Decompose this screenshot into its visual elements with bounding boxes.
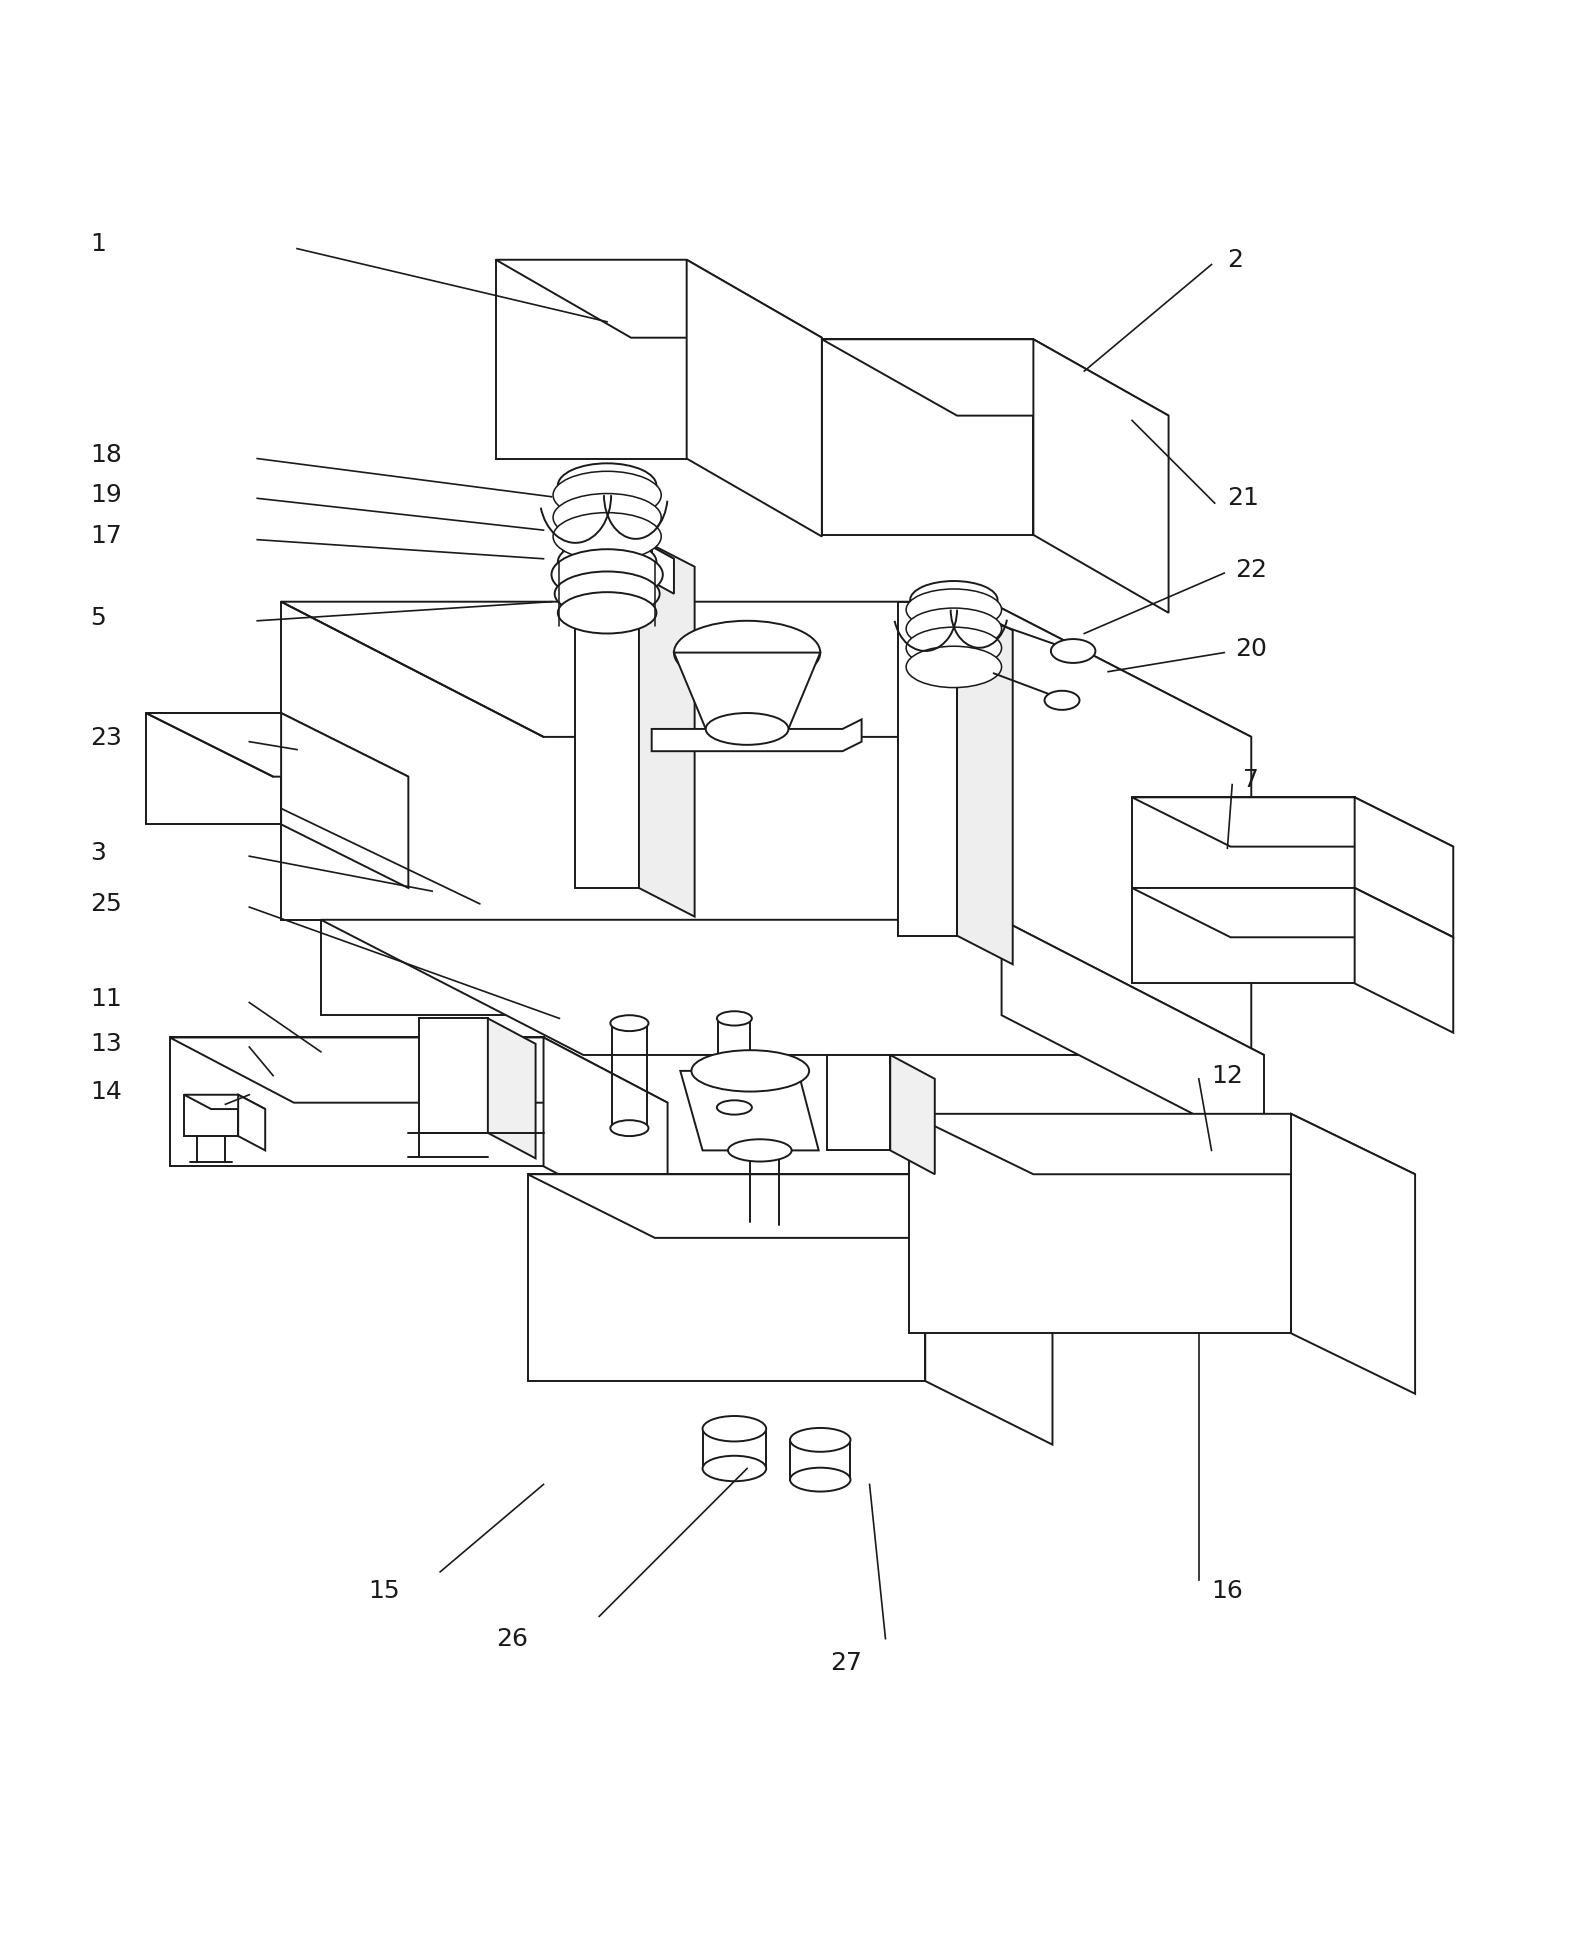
Polygon shape <box>238 1095 265 1151</box>
Polygon shape <box>926 1175 1052 1445</box>
Polygon shape <box>822 339 1033 534</box>
Polygon shape <box>281 602 990 919</box>
Ellipse shape <box>554 513 661 561</box>
Polygon shape <box>827 1055 891 1151</box>
Polygon shape <box>496 259 686 459</box>
Text: 15: 15 <box>369 1579 401 1602</box>
Text: 14: 14 <box>91 1080 123 1103</box>
Ellipse shape <box>907 646 1002 687</box>
Ellipse shape <box>554 493 661 542</box>
Polygon shape <box>910 1115 1416 1175</box>
Text: 26: 26 <box>496 1627 528 1651</box>
Text: 13: 13 <box>91 1031 121 1057</box>
Ellipse shape <box>790 1428 851 1451</box>
Polygon shape <box>638 538 694 917</box>
Polygon shape <box>642 542 674 594</box>
Text: 11: 11 <box>91 987 121 1012</box>
Text: 1: 1 <box>91 232 105 255</box>
Ellipse shape <box>555 571 659 615</box>
Polygon shape <box>1291 1115 1416 1393</box>
Polygon shape <box>420 1018 488 1132</box>
Polygon shape <box>651 720 862 751</box>
Ellipse shape <box>552 550 662 600</box>
Polygon shape <box>1132 797 1454 848</box>
Text: 7: 7 <box>1243 768 1259 791</box>
Polygon shape <box>990 602 1251 1055</box>
Polygon shape <box>1355 797 1454 937</box>
Ellipse shape <box>910 580 998 619</box>
Text: 17: 17 <box>91 524 121 548</box>
Text: 18: 18 <box>91 443 123 468</box>
Polygon shape <box>1132 888 1355 983</box>
Polygon shape <box>790 1440 851 1480</box>
Polygon shape <box>1132 797 1355 888</box>
Polygon shape <box>674 652 820 729</box>
Ellipse shape <box>907 588 1002 631</box>
Polygon shape <box>680 1070 819 1151</box>
Ellipse shape <box>705 712 788 745</box>
Polygon shape <box>145 712 281 824</box>
Ellipse shape <box>1050 639 1095 664</box>
Ellipse shape <box>790 1467 851 1492</box>
Polygon shape <box>544 1037 667 1231</box>
Polygon shape <box>496 259 822 339</box>
Ellipse shape <box>559 540 656 584</box>
Polygon shape <box>1002 919 1264 1151</box>
Ellipse shape <box>702 1455 766 1480</box>
Ellipse shape <box>610 1120 648 1136</box>
Ellipse shape <box>559 592 656 633</box>
Text: 19: 19 <box>91 484 121 507</box>
Polygon shape <box>899 602 958 937</box>
Ellipse shape <box>1044 691 1079 710</box>
Text: 2: 2 <box>1227 248 1243 271</box>
Polygon shape <box>822 339 1168 416</box>
Polygon shape <box>321 919 1002 1016</box>
Text: 12: 12 <box>1211 1064 1243 1087</box>
Ellipse shape <box>691 1051 809 1091</box>
Text: 27: 27 <box>830 1651 862 1674</box>
Ellipse shape <box>610 1016 648 1031</box>
Polygon shape <box>184 1095 238 1136</box>
Polygon shape <box>528 1175 926 1382</box>
Ellipse shape <box>559 462 656 507</box>
Polygon shape <box>1355 888 1454 1033</box>
Polygon shape <box>281 602 1251 737</box>
Polygon shape <box>321 919 1264 1055</box>
Polygon shape <box>488 1018 536 1159</box>
Ellipse shape <box>717 1012 752 1026</box>
Ellipse shape <box>907 608 1002 650</box>
Polygon shape <box>145 712 409 776</box>
Text: 21: 21 <box>1227 486 1259 511</box>
Ellipse shape <box>907 627 1002 668</box>
Ellipse shape <box>702 1416 766 1442</box>
Polygon shape <box>575 538 638 888</box>
Polygon shape <box>169 1037 667 1103</box>
Polygon shape <box>891 1055 935 1175</box>
Polygon shape <box>571 542 642 577</box>
Polygon shape <box>1132 888 1454 937</box>
Ellipse shape <box>674 621 820 685</box>
Polygon shape <box>184 1095 265 1109</box>
Text: 25: 25 <box>91 892 121 915</box>
Polygon shape <box>281 712 409 888</box>
Text: 20: 20 <box>1235 637 1267 662</box>
Polygon shape <box>702 1428 766 1469</box>
Ellipse shape <box>728 1140 792 1161</box>
Ellipse shape <box>910 648 998 687</box>
Polygon shape <box>528 1175 1052 1238</box>
Text: 16: 16 <box>1211 1579 1243 1602</box>
Ellipse shape <box>554 472 661 519</box>
Text: 23: 23 <box>91 726 123 751</box>
Polygon shape <box>1033 339 1168 613</box>
Text: 22: 22 <box>1235 557 1267 582</box>
Text: 3: 3 <box>91 842 105 865</box>
Text: 5: 5 <box>91 606 105 629</box>
Polygon shape <box>958 602 1013 964</box>
Polygon shape <box>169 1037 544 1167</box>
Polygon shape <box>571 542 674 559</box>
Polygon shape <box>910 1115 1291 1333</box>
Ellipse shape <box>717 1101 752 1115</box>
Polygon shape <box>686 259 822 536</box>
